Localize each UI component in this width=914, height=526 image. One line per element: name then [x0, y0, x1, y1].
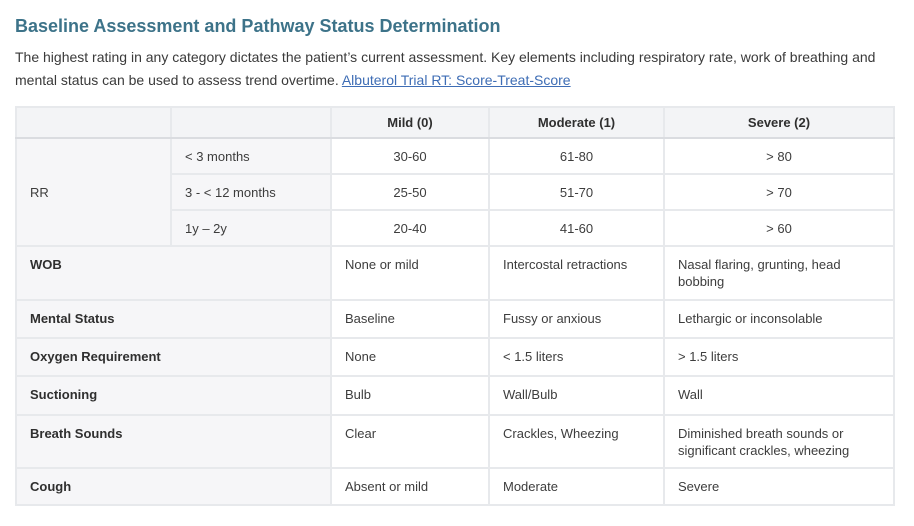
cell-moderate: 51-70 — [488, 173, 665, 211]
row-label: Mental Status — [15, 299, 332, 339]
cell-severe: > 80 — [663, 137, 895, 175]
header-cell-mild: Mild (0) — [330, 106, 490, 139]
cell-severe: Nasal flaring, grunting, head bobbing — [663, 245, 895, 301]
cell-severe: Severe — [663, 467, 895, 506]
cell-mild: None — [330, 337, 490, 377]
page: Baseline Assessment and Pathway Status D… — [15, 16, 895, 506]
page-title: Baseline Assessment and Pathway Status D… — [15, 16, 501, 36]
cell-mild: 20-40 — [330, 209, 490, 247]
intro-text: The highest rating in any category dicta… — [15, 49, 876, 88]
table-row-cough: Cough Absent or mild Moderate Severe — [15, 467, 895, 506]
row-label: Suctioning — [15, 375, 332, 416]
header-cell-empty-2 — [170, 106, 332, 139]
cell-moderate: Fussy or anxious — [488, 299, 665, 339]
rr-group-label: RR — [15, 137, 172, 247]
table-row-suctioning: Suctioning Bulb Wall/Bulb Wall — [15, 375, 895, 416]
cell-mild: Baseline — [330, 299, 490, 339]
table-row-mental-status: Mental Status Baseline Fussy or anxious … — [15, 299, 895, 339]
table-row-rr-1to2y: 1y – 2y 20-40 41-60 > 60 — [16, 209, 895, 247]
intro-paragraph: The highest rating in any category dicta… — [15, 46, 895, 91]
cell-mild: Absent or mild — [330, 467, 490, 506]
cell-moderate: 41-60 — [488, 209, 665, 247]
cell-severe: Wall — [663, 375, 895, 416]
cell-mild: Bulb — [330, 375, 490, 416]
age-label: 3 - < 12 months — [170, 173, 332, 211]
table-row-breath-sounds: Breath Sounds Clear Crackles, Wheezing D… — [15, 414, 895, 469]
header-cell-severe: Severe (2) — [663, 106, 895, 139]
cell-severe: Diminished breath sounds or significant … — [663, 414, 895, 469]
table-row-rr-3to12: 3 - < 12 months 25-50 51-70 > 70 — [16, 173, 895, 211]
cell-severe: Lethargic or inconsolable — [663, 299, 895, 339]
row-label: Oxygen Requirement — [15, 337, 332, 377]
row-label: Breath Sounds — [15, 414, 332, 469]
cell-severe: > 1.5 liters — [663, 337, 895, 377]
age-label: 1y – 2y — [170, 209, 332, 247]
table-row-rr-under3: RR < 3 months 30-60 61-80 > 80 — [15, 137, 895, 247]
cell-moderate: < 1.5 liters — [488, 337, 665, 377]
age-label: < 3 months — [170, 137, 332, 175]
table-header-row: Mild (0) Moderate (1) Severe (2) — [15, 106, 895, 139]
row-label: WOB — [15, 245, 332, 301]
cell-moderate: Intercostal retractions — [488, 245, 665, 301]
cell-severe: > 70 — [663, 173, 895, 211]
table-row-wob: WOB None or mild Intercostal retractions… — [15, 245, 895, 301]
header-cell-empty-1 — [15, 106, 172, 139]
header-cell-moderate: Moderate (1) — [488, 106, 665, 139]
table-row-oxygen-requirement: Oxygen Requirement None < 1.5 liters > 1… — [15, 337, 895, 377]
cell-moderate: Moderate — [488, 467, 665, 506]
cell-severe: > 60 — [663, 209, 895, 247]
albuterol-trial-link[interactable]: Albuterol Trial RT: Score-Treat-Score — [341, 71, 571, 88]
cell-moderate: Crackles, Wheezing — [488, 414, 665, 469]
cell-mild: 30-60 — [330, 137, 490, 175]
cell-mild: None or mild — [330, 245, 490, 301]
assessment-table: Mild (0) Moderate (1) Severe (2) RR < 3 … — [15, 106, 895, 506]
cell-mild: 25-50 — [330, 173, 490, 211]
cell-moderate: Wall/Bulb — [488, 375, 665, 416]
cell-moderate: 61-80 — [488, 137, 665, 175]
cell-mild: Clear — [330, 414, 490, 469]
row-label: Cough — [15, 467, 332, 506]
